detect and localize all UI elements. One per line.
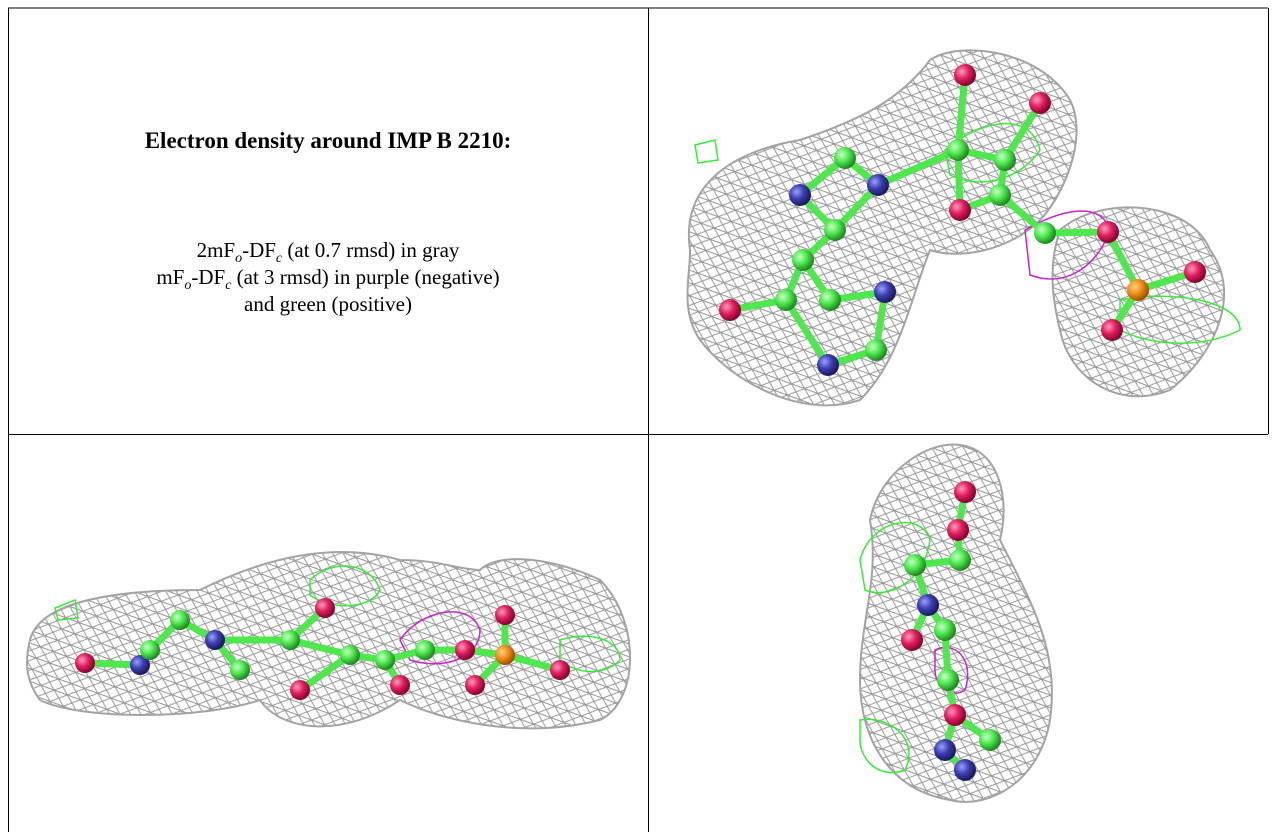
caption-title: Electron density around IMP B 2210: bbox=[8, 128, 648, 154]
atom bbox=[817, 354, 839, 376]
atom bbox=[874, 281, 896, 303]
text: 2mF bbox=[197, 238, 236, 262]
page: {"caption": {"title": "Electron density … bbox=[0, 0, 1276, 832]
atom bbox=[550, 660, 570, 680]
atom bbox=[495, 645, 515, 665]
atom bbox=[280, 630, 300, 650]
atom bbox=[75, 653, 95, 673]
atom bbox=[949, 199, 971, 221]
atom bbox=[455, 640, 475, 660]
atom bbox=[989, 184, 1011, 206]
atom bbox=[495, 605, 515, 625]
text: (at 3 rmsd) in purple (negative) bbox=[231, 265, 499, 289]
atom bbox=[954, 481, 976, 503]
atom bbox=[865, 339, 887, 361]
atom bbox=[375, 650, 395, 670]
atom bbox=[904, 554, 926, 576]
caption-line: 2mFo-DFc (at 0.7 rmsd) in gray bbox=[8, 238, 648, 267]
atom bbox=[170, 610, 190, 630]
atom bbox=[1127, 279, 1149, 301]
atom bbox=[949, 549, 971, 571]
atom bbox=[340, 645, 360, 665]
atom bbox=[824, 219, 846, 241]
caption-cell: Electron density around IMP B 2210: 2mFo… bbox=[8, 8, 648, 434]
atom bbox=[917, 594, 939, 616]
atom bbox=[819, 289, 841, 311]
caption-line: and green (positive) bbox=[8, 292, 648, 317]
atom bbox=[979, 729, 1001, 751]
atom bbox=[944, 704, 966, 726]
caption-line: mFo-DFc (at 3 rmsd) in purple (negative) bbox=[8, 265, 648, 294]
atom bbox=[947, 139, 969, 161]
atom bbox=[290, 680, 310, 700]
atom bbox=[954, 759, 976, 781]
atom bbox=[934, 619, 956, 641]
atom bbox=[140, 640, 160, 660]
atom bbox=[934, 739, 956, 761]
difference-density bbox=[695, 140, 718, 163]
atom bbox=[390, 675, 410, 695]
text: -DF bbox=[242, 238, 276, 262]
atom bbox=[954, 64, 976, 86]
atom bbox=[315, 598, 335, 618]
density-mesh bbox=[27, 552, 630, 728]
body: Electron density around IMP B 2210: 2mFo… bbox=[0, 0, 1276, 832]
atom bbox=[867, 174, 889, 196]
atom bbox=[719, 299, 741, 321]
atom bbox=[1101, 319, 1123, 341]
atom bbox=[1097, 221, 1119, 243]
atom bbox=[901, 629, 923, 651]
text: mF bbox=[156, 265, 184, 289]
atom bbox=[230, 660, 250, 680]
atom bbox=[1184, 261, 1206, 283]
atom bbox=[415, 640, 435, 660]
text: and green (positive) bbox=[244, 292, 412, 316]
atom bbox=[789, 184, 811, 206]
atom bbox=[834, 147, 856, 169]
atom bbox=[465, 675, 485, 695]
atom bbox=[792, 249, 814, 271]
atom bbox=[1029, 92, 1051, 114]
atom bbox=[937, 669, 959, 691]
atom bbox=[205, 630, 225, 650]
text: -DF bbox=[191, 265, 225, 289]
atom bbox=[1034, 222, 1056, 244]
atom bbox=[947, 519, 969, 541]
atom bbox=[775, 289, 797, 311]
atom bbox=[994, 149, 1016, 171]
text: (at 0.7 rmsd) in gray bbox=[282, 238, 459, 262]
